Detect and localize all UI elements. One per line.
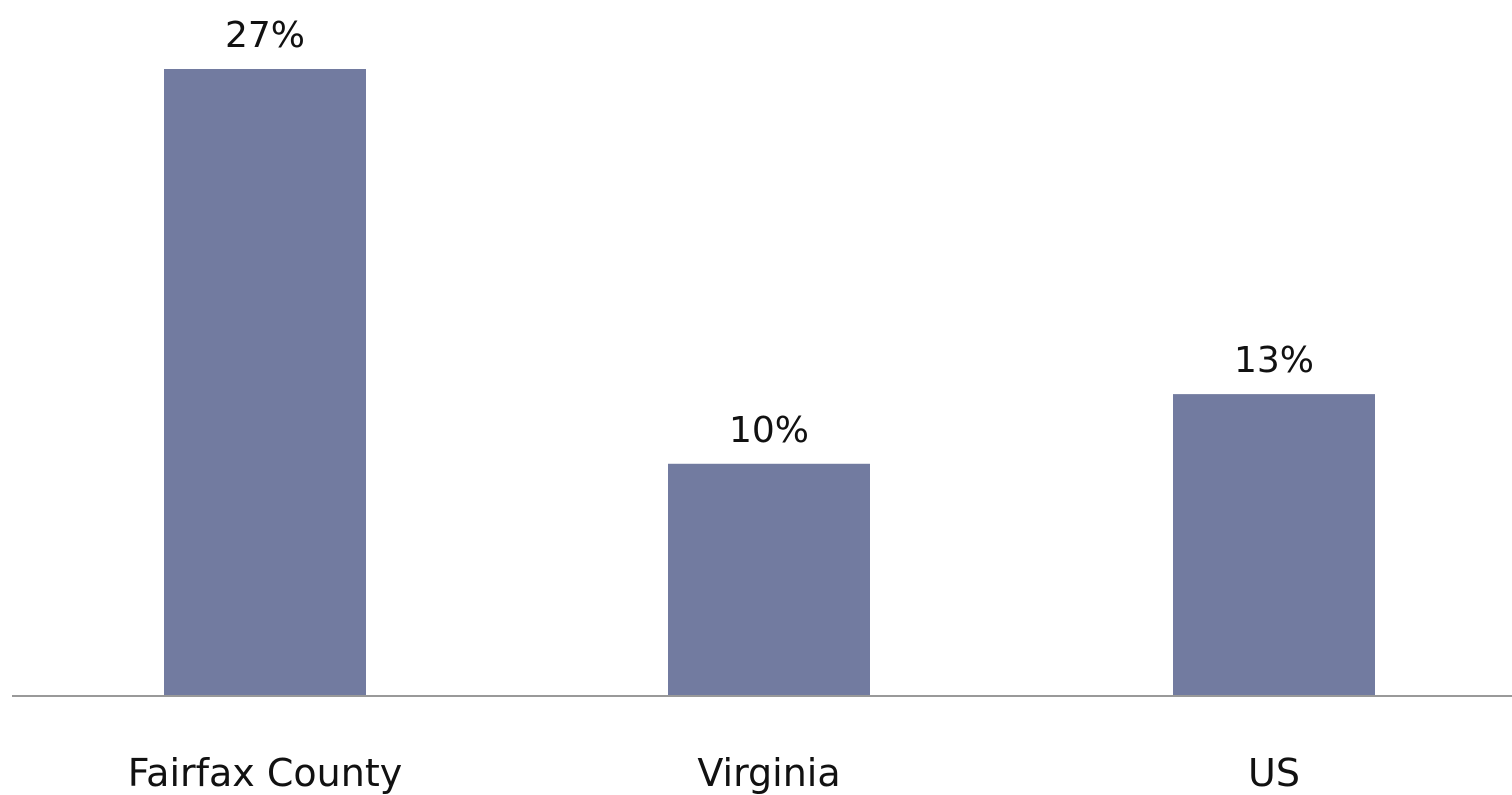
- category-labels-layer: Fairfax County Virginia US: [128, 751, 1300, 795]
- value-label: 10%: [729, 410, 809, 451]
- value-label: 27%: [225, 15, 305, 56]
- bars-layer: [164, 69, 1375, 696]
- category-label: Virginia: [697, 751, 840, 795]
- value-label: 13%: [1234, 340, 1314, 381]
- bar-fairfax-county: [164, 69, 366, 696]
- bar-us: [1173, 394, 1375, 696]
- bar-virginia: [668, 463, 870, 696]
- value-labels-layer: 27% 10% 13%: [225, 15, 1314, 451]
- category-label: US: [1248, 751, 1300, 795]
- category-label: Fairfax County: [128, 751, 402, 795]
